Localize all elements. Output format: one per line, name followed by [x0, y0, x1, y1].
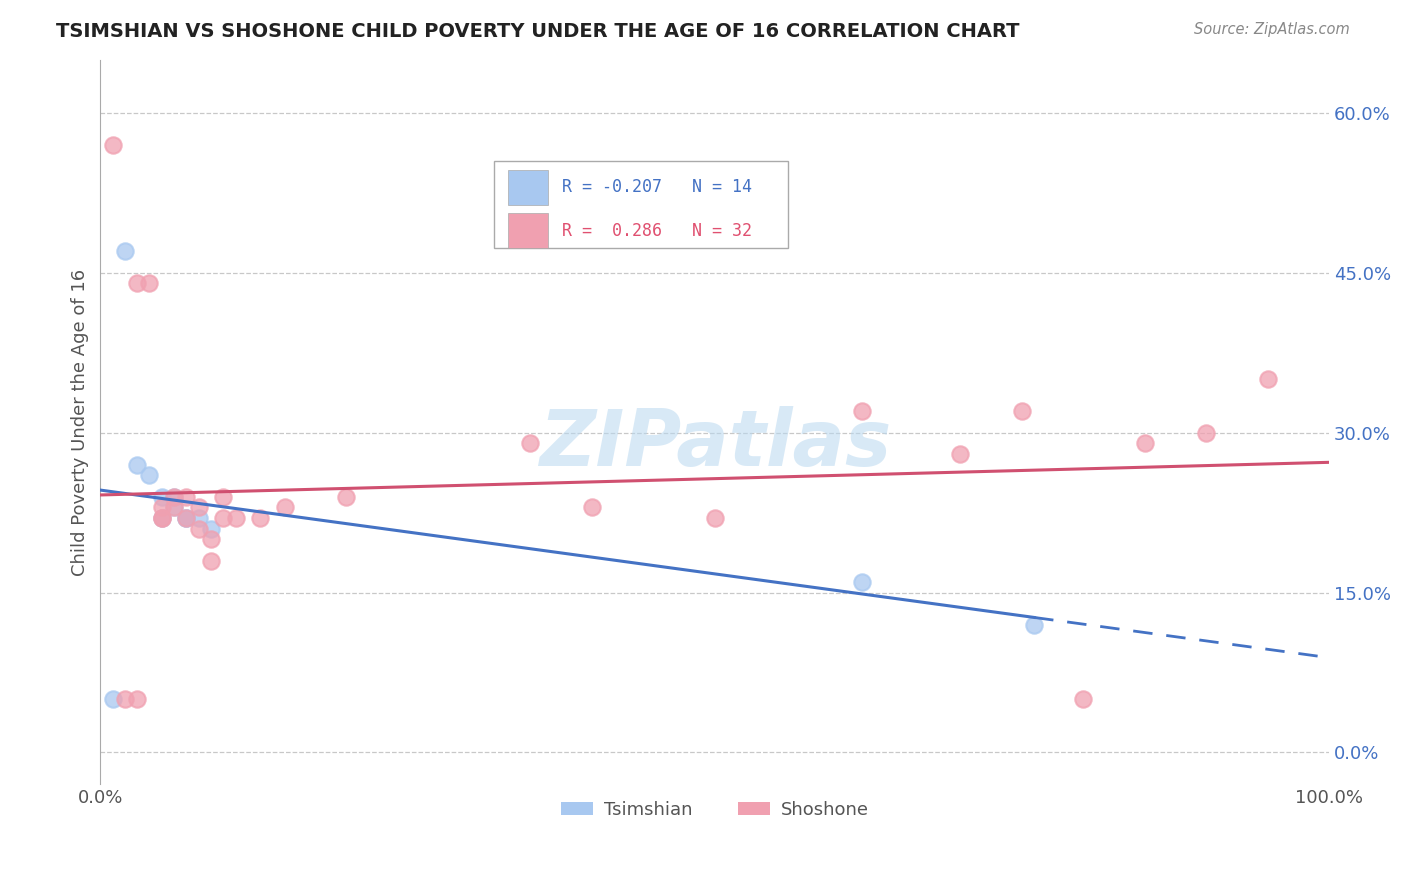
FancyBboxPatch shape — [508, 169, 547, 204]
Point — [101, 137, 124, 152]
Point — [187, 500, 209, 515]
Point — [176, 511, 198, 525]
Point — [150, 490, 173, 504]
Point — [249, 511, 271, 525]
Y-axis label: Child Poverty Under the Age of 16: Child Poverty Under the Age of 16 — [72, 268, 89, 575]
Point — [138, 277, 160, 291]
Point — [114, 244, 136, 259]
Point — [212, 511, 235, 525]
Point — [851, 404, 873, 418]
Point — [163, 490, 186, 504]
Point — [1257, 372, 1279, 386]
Text: TSIMSHIAN VS SHOSHONE CHILD POVERTY UNDER THE AGE OF 16 CORRELATION CHART: TSIMSHIAN VS SHOSHONE CHILD POVERTY UNDE… — [56, 22, 1019, 41]
Point — [163, 500, 186, 515]
Point — [187, 511, 209, 525]
Point — [224, 511, 246, 525]
Point — [581, 500, 603, 515]
FancyBboxPatch shape — [494, 161, 789, 248]
Point — [176, 490, 198, 504]
Point — [200, 553, 222, 567]
Point — [335, 490, 357, 504]
Legend: Tsimshian, Shoshone: Tsimshian, Shoshone — [554, 794, 876, 826]
Point — [200, 522, 222, 536]
Point — [150, 511, 173, 525]
Point — [150, 500, 173, 515]
Point — [127, 277, 149, 291]
Point — [114, 692, 136, 706]
Text: ZIPatlas: ZIPatlas — [538, 406, 891, 482]
Point — [200, 533, 222, 547]
Point — [163, 500, 186, 515]
Point — [851, 574, 873, 589]
Point — [1195, 425, 1218, 440]
Point — [176, 511, 198, 525]
Point — [163, 490, 186, 504]
Point — [212, 490, 235, 504]
Point — [150, 511, 173, 525]
Point — [150, 511, 173, 525]
FancyBboxPatch shape — [508, 213, 547, 248]
Point — [101, 692, 124, 706]
Point — [176, 511, 198, 525]
Point — [1024, 617, 1046, 632]
Text: Source: ZipAtlas.com: Source: ZipAtlas.com — [1194, 22, 1350, 37]
Point — [1011, 404, 1033, 418]
Point — [187, 522, 209, 536]
Point — [127, 692, 149, 706]
Point — [127, 458, 149, 472]
Text: R =  0.286   N = 32: R = 0.286 N = 32 — [562, 221, 752, 240]
Text: R = -0.207   N = 14: R = -0.207 N = 14 — [562, 178, 752, 196]
Point — [519, 436, 541, 450]
Point — [949, 447, 972, 461]
Point — [703, 511, 725, 525]
Point — [138, 468, 160, 483]
Point — [1133, 436, 1156, 450]
Point — [273, 500, 295, 515]
Point — [1071, 692, 1094, 706]
